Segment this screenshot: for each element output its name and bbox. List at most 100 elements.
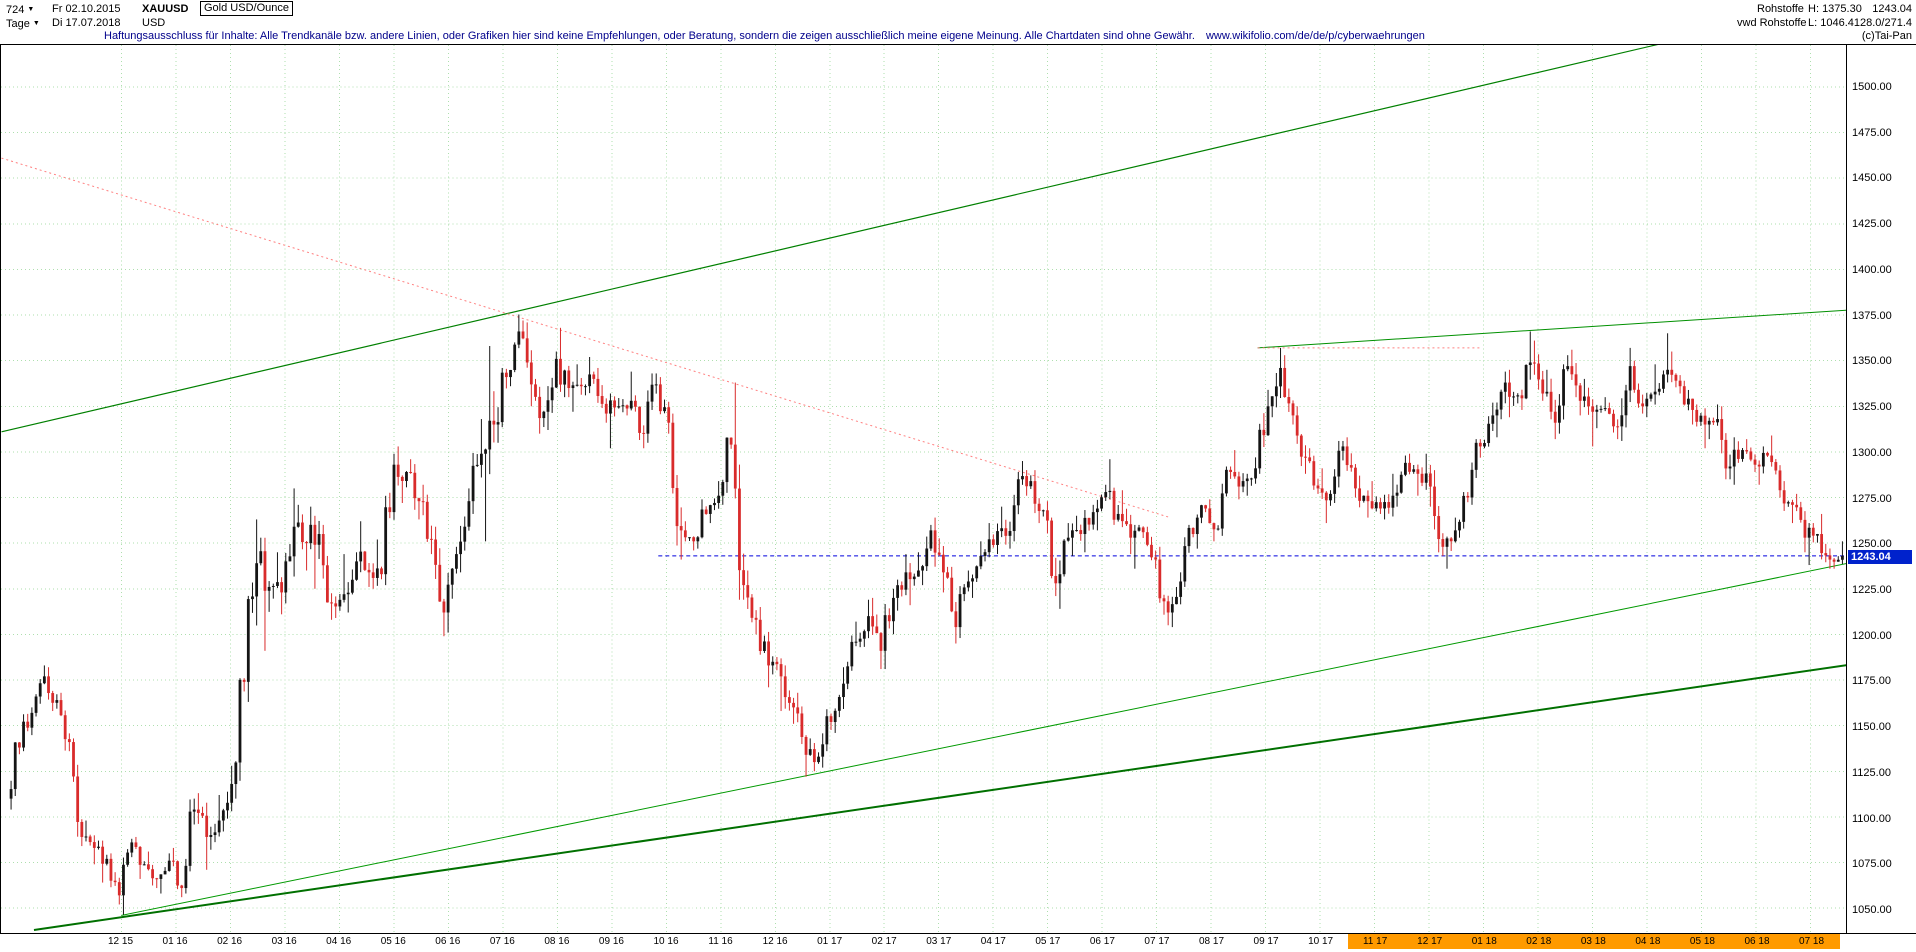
y-axis-label: 1200.00 xyxy=(1852,629,1892,642)
candle-body xyxy=(1395,492,1399,496)
x-axis-label: 04 17 xyxy=(980,936,1006,947)
candle-body xyxy=(1050,520,1054,576)
candle-body xyxy=(9,789,13,799)
candle-body xyxy=(1499,391,1503,410)
candle-body xyxy=(658,384,662,412)
x-axis-label: 03 17 xyxy=(926,936,952,947)
candle-body xyxy=(59,700,63,716)
candle-body xyxy=(1458,521,1461,531)
candle-body xyxy=(1075,530,1078,532)
candle-body xyxy=(1757,464,1761,467)
candle-body xyxy=(567,370,571,389)
x-axis-label: 09 16 xyxy=(598,936,624,947)
candle-body xyxy=(1628,366,1632,391)
candle-body xyxy=(1624,390,1628,416)
candle-body xyxy=(271,585,275,587)
candle-body xyxy=(625,405,629,409)
candle-body xyxy=(1803,519,1807,538)
last-price-badge: 1243.04 xyxy=(1848,550,1912,564)
timeframe-dropdown[interactable]: Tage ▼ xyxy=(6,17,40,31)
candlestick-chart[interactable] xyxy=(0,44,1847,934)
bars-count-dropdown[interactable]: 724 ▼ xyxy=(6,3,34,17)
candle-body xyxy=(488,420,492,450)
candle-body xyxy=(1603,408,1607,410)
candle-body xyxy=(617,406,621,408)
candle-body xyxy=(504,372,508,378)
candle-body xyxy=(1046,510,1049,521)
high-value: 1375.30 xyxy=(1822,3,1862,15)
candle-body xyxy=(1408,462,1411,472)
candle-body xyxy=(55,700,59,703)
candle-body xyxy=(1782,490,1786,504)
secondary-support-trendline[interactable] xyxy=(121,561,1847,916)
candle-body xyxy=(854,641,858,643)
candle-body xyxy=(1553,411,1557,423)
candle-body xyxy=(255,563,259,597)
candle-body xyxy=(1008,531,1012,536)
candle-body xyxy=(1387,502,1391,508)
candle-body xyxy=(1304,456,1307,458)
x-axis-label: 08 17 xyxy=(1198,936,1225,947)
candle-body xyxy=(596,378,600,397)
candle-body xyxy=(1170,604,1174,613)
candle-body xyxy=(63,715,67,740)
candle-body xyxy=(1557,405,1561,423)
y-axis-label: 1275.00 xyxy=(1852,492,1892,505)
candle-body xyxy=(1645,398,1649,407)
candle-body xyxy=(517,331,521,345)
candle-body xyxy=(263,551,267,591)
candle-body xyxy=(455,554,458,569)
candle-body xyxy=(1029,481,1033,487)
candle-body xyxy=(417,498,421,502)
y-axis-label: 1100.00 xyxy=(1852,812,1891,825)
candle-body xyxy=(92,842,96,848)
candle-body xyxy=(941,554,945,573)
high-label: H: xyxy=(1808,3,1819,15)
long-term-support-trendline[interactable] xyxy=(33,664,1847,932)
candle-body xyxy=(1299,435,1303,457)
candle-body xyxy=(800,713,804,737)
candle-body xyxy=(1566,366,1570,370)
candle-body xyxy=(151,869,154,879)
candle-body xyxy=(721,482,725,496)
candle-body xyxy=(363,551,367,570)
candle-body xyxy=(779,664,783,677)
candle-body xyxy=(738,488,741,571)
candle-body xyxy=(817,756,820,763)
candle-body xyxy=(438,564,442,602)
candle-body xyxy=(1599,408,1603,410)
candle-body xyxy=(234,762,238,785)
candle-body xyxy=(1245,478,1249,482)
candle-body xyxy=(871,616,875,627)
start-date-field[interactable]: Fr 02.10.2015 xyxy=(52,3,121,15)
candle-body xyxy=(1087,517,1091,525)
candle-body xyxy=(1578,385,1582,401)
candle-body xyxy=(113,880,117,883)
candle-body xyxy=(1341,446,1345,451)
candle-body xyxy=(1220,493,1224,529)
x-axis-label: 09 17 xyxy=(1253,936,1279,947)
candle-body xyxy=(1066,537,1070,541)
candle-body xyxy=(371,572,375,578)
ascending-channel-resistance-trendline[interactable] xyxy=(1,44,1757,433)
descending-resistance-trendline[interactable] xyxy=(1,157,1171,519)
candle-body xyxy=(205,815,209,837)
candle-body xyxy=(1279,367,1282,387)
candle-body xyxy=(604,403,608,414)
candle-body xyxy=(1441,539,1445,547)
minor-resistance-trendline[interactable] xyxy=(1257,309,1847,349)
candle-body xyxy=(996,531,999,545)
candle-body xyxy=(425,501,429,539)
candle-body xyxy=(450,568,454,585)
x-axis-label: 02 18 xyxy=(1526,936,1552,947)
candle-body xyxy=(1362,495,1366,501)
candle-body xyxy=(400,476,404,481)
candle-body xyxy=(787,697,791,703)
candle-body xyxy=(1320,488,1324,493)
candle-body xyxy=(933,530,937,553)
candle-body xyxy=(550,387,554,401)
candle-body xyxy=(987,539,991,553)
end-date-field[interactable]: Di 17.07.2018 xyxy=(52,17,121,29)
candle-body xyxy=(837,697,841,711)
